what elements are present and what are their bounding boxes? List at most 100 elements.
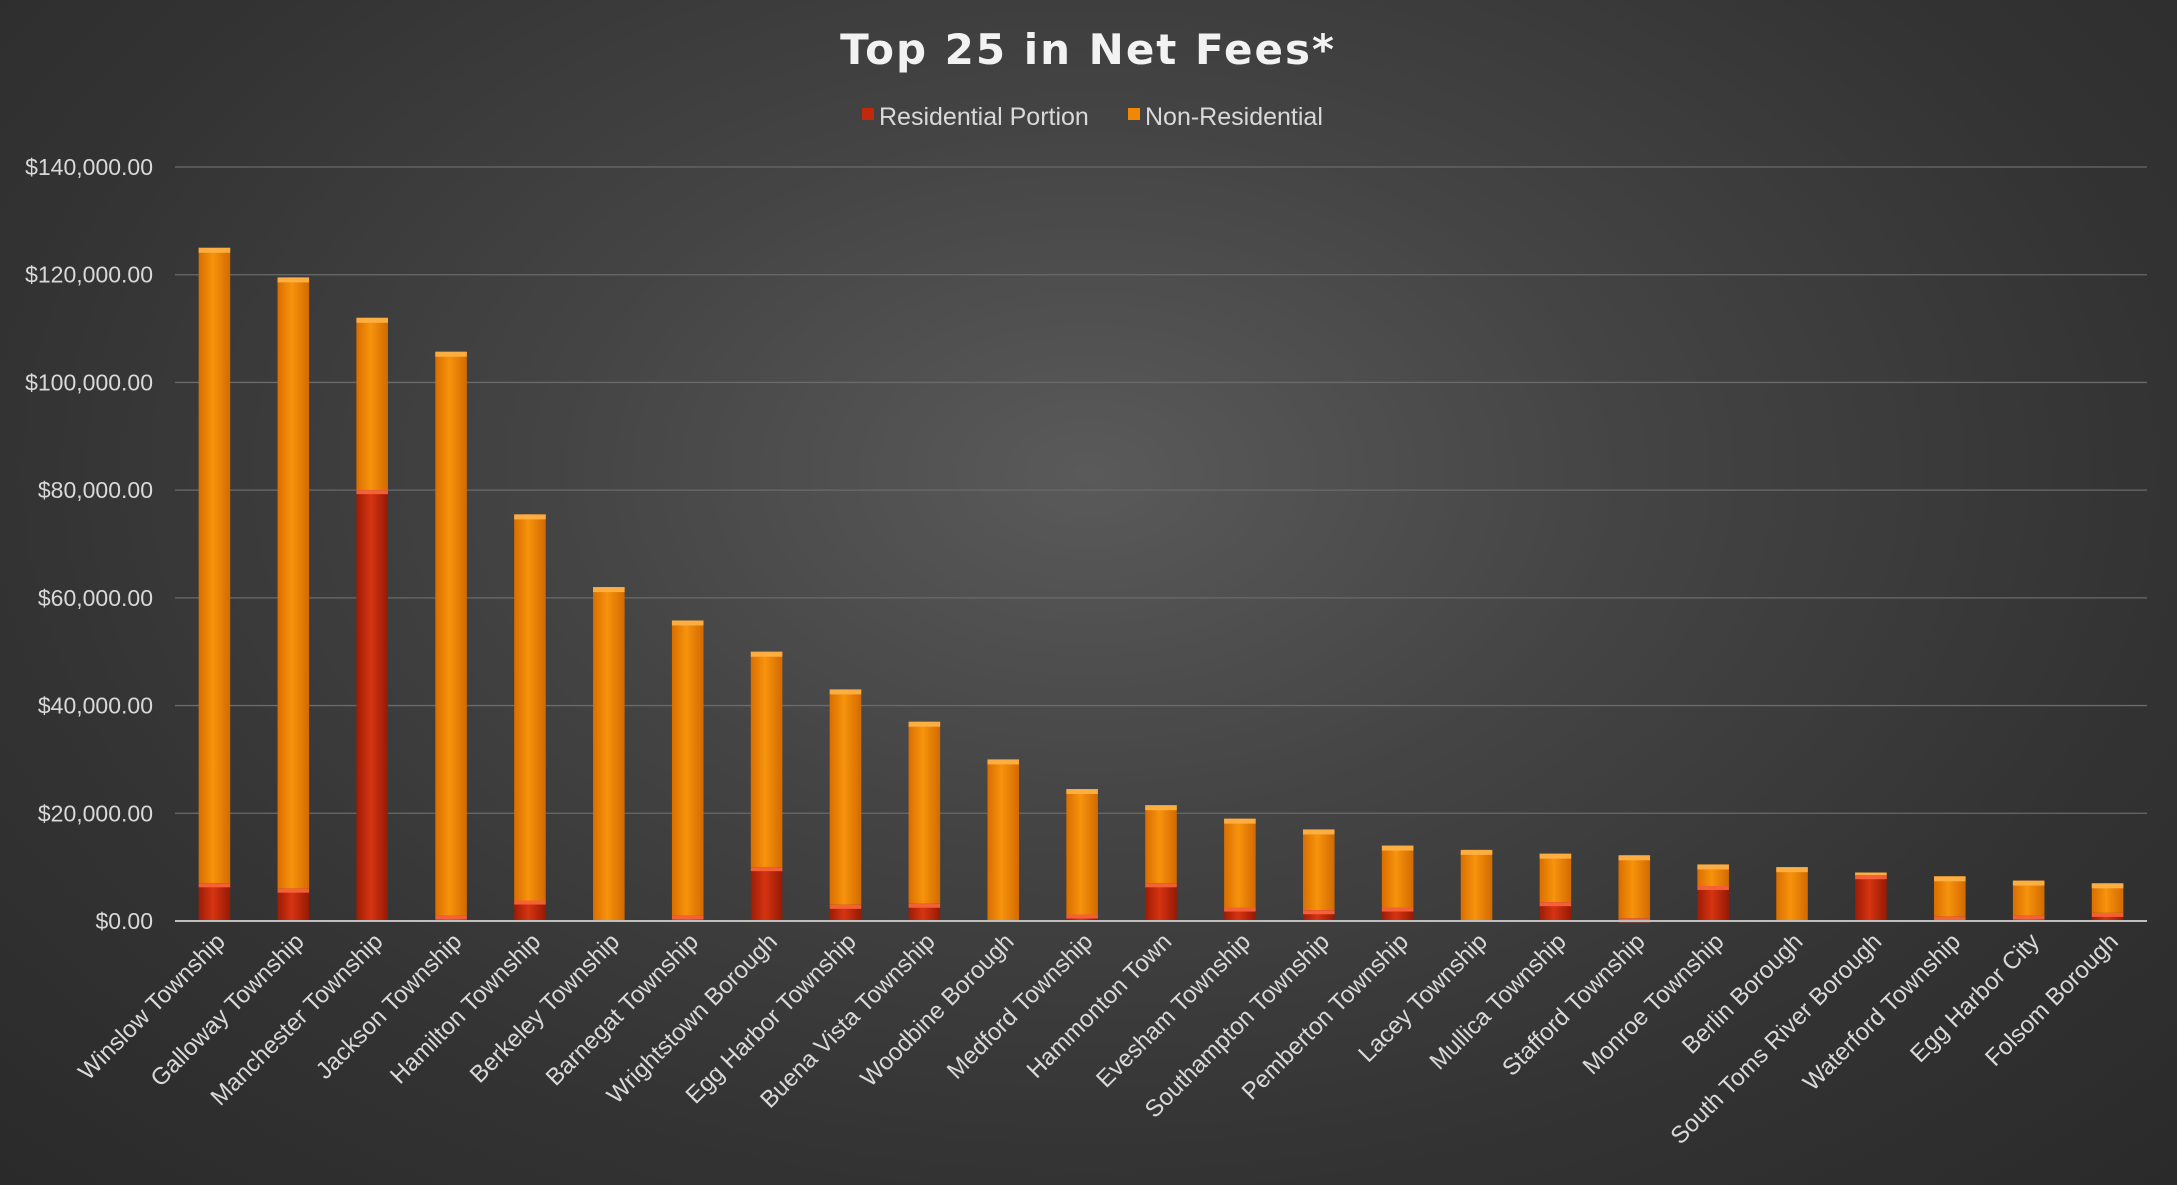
bar-non-residential — [829, 689, 862, 905]
bar-non-residential — [987, 759, 1020, 921]
x-tick-label: Hamilton Township — [385, 928, 546, 1089]
bar-residential-cap — [356, 490, 388, 495]
bar-residential-cap — [908, 903, 941, 908]
bar-residential-cap — [1224, 907, 1256, 912]
bar-residential-cap — [1539, 902, 1572, 907]
bar-non-residential-cap — [1697, 864, 1729, 870]
bar-non-residential-cap — [1224, 818, 1256, 824]
legend-swatch — [1128, 108, 1140, 120]
x-tick-label: Galloway Township — [146, 928, 310, 1092]
bar-stack — [1539, 853, 1572, 921]
bar-stack — [1145, 805, 1177, 921]
y-tick-label: $120,000.00 — [25, 262, 153, 288]
bar-residential-cap — [1381, 907, 1414, 912]
bar-residential — [277, 888, 310, 921]
x-tick-label: Berkeley Township — [465, 928, 625, 1088]
x-tick-label: Evesham Township — [1091, 928, 1256, 1093]
y-tick-label: $40,000.00 — [38, 693, 153, 719]
bar-non-residential-cap — [2091, 883, 2124, 889]
bar-non-residential-cap — [514, 514, 546, 520]
bar-stack — [1066, 789, 1098, 921]
bar-non-residential-cap — [1066, 789, 1098, 795]
bar-stack — [908, 721, 941, 921]
x-tick-label: Jackson Township — [311, 928, 468, 1085]
bar-residential — [908, 903, 941, 921]
bar-residential — [1145, 883, 1177, 921]
bar-non-residential-cap — [198, 247, 231, 253]
bar-non-residential-cap — [1855, 872, 1887, 878]
bar-non-residential-cap — [2012, 880, 2045, 886]
bar-stack — [277, 277, 310, 921]
bar-residential — [2091, 912, 2124, 921]
y-tick-label: $140,000.00 — [25, 154, 153, 180]
bar-residential-cap — [2091, 912, 2124, 917]
bar-residential-cap — [1145, 883, 1177, 888]
bar-non-residential-cap — [987, 759, 1020, 765]
bar-non-residential-cap — [1539, 853, 1572, 859]
bar-non-residential-cap — [277, 277, 310, 283]
bar-residential — [1697, 885, 1729, 921]
bar-residential-cap — [198, 883, 231, 888]
bar-non-residential-cap — [435, 351, 467, 357]
bar-residential-cap — [671, 915, 704, 920]
bar-stack — [1776, 867, 1808, 921]
bar-residential-cap — [1855, 875, 1887, 880]
x-tick-label: Folsom Borough — [1980, 928, 2124, 1072]
bar-non-residential — [593, 587, 625, 921]
bar-stack — [514, 514, 546, 921]
bar-residential — [1855, 875, 1887, 921]
x-tick-label: Winslow Township — [73, 928, 230, 1085]
bars — [198, 247, 2124, 923]
bar-non-residential — [1618, 855, 1651, 919]
bar-stack — [671, 620, 704, 921]
legend: Residential Portion Non-Residential — [862, 103, 1323, 131]
bar-residential-cap — [750, 867, 783, 872]
bar-residential — [198, 883, 231, 921]
bar-stack — [198, 247, 231, 921]
bar-stack — [1855, 872, 1887, 921]
bar-residential — [750, 867, 783, 921]
bar-stack — [1224, 818, 1256, 921]
bar-residential — [356, 490, 388, 921]
legend-label: Non-Residential — [1145, 103, 1323, 131]
y-tick-label: $0.00 — [95, 908, 153, 934]
bar-non-residential-cap — [1618, 855, 1651, 861]
legend-swatch — [862, 108, 874, 120]
bar-non-residential — [1934, 876, 1966, 917]
bar-stack — [1302, 829, 1335, 921]
bar-non-residential — [435, 351, 467, 916]
x-tick-label: Medford Township — [942, 928, 1099, 1085]
bar-non-residential — [2012, 880, 2045, 916]
bar-non-residential — [1697, 864, 1729, 886]
bar-residential-cap — [514, 900, 546, 905]
bar-residential-cap — [435, 915, 467, 920]
bar-non-residential — [198, 247, 231, 884]
y-tick-label: $80,000.00 — [38, 477, 153, 503]
gridlines — [175, 166, 2147, 814]
legend-label: Residential Portion — [879, 103, 1089, 131]
x-tick-label: Stafford Township — [1497, 928, 1650, 1081]
bar-stack — [1381, 845, 1414, 921]
y-axis: $0.00 $20,000.00 $40,000.00 $60,000.00 $80,0… — [25, 154, 153, 934]
bar-residential-cap — [1934, 916, 1966, 921]
bar-residential-cap — [1302, 910, 1335, 915]
y-tick-label: $20,000.00 — [38, 800, 153, 826]
bar-non-residential — [1066, 789, 1098, 915]
bar-residential-cap — [1066, 914, 1098, 919]
bar-residential-cap — [2012, 915, 2045, 920]
bar-non-residential — [1302, 829, 1335, 911]
bar-non-residential — [671, 620, 704, 916]
bar-non-residential — [1145, 805, 1177, 884]
bar-non-residential-cap — [593, 587, 625, 593]
bar-stack — [750, 651, 783, 921]
x-tick-label: Hammonton Town — [1022, 928, 1178, 1084]
bar-stack — [2012, 880, 2045, 921]
bar-non-residential-cap — [1145, 805, 1177, 811]
bar-non-residential — [1381, 845, 1414, 908]
bar-stack — [1460, 849, 1493, 921]
bar-non-residential-cap — [1934, 876, 1966, 882]
bar-non-residential — [277, 277, 310, 889]
bar-non-residential-cap — [1460, 849, 1493, 855]
